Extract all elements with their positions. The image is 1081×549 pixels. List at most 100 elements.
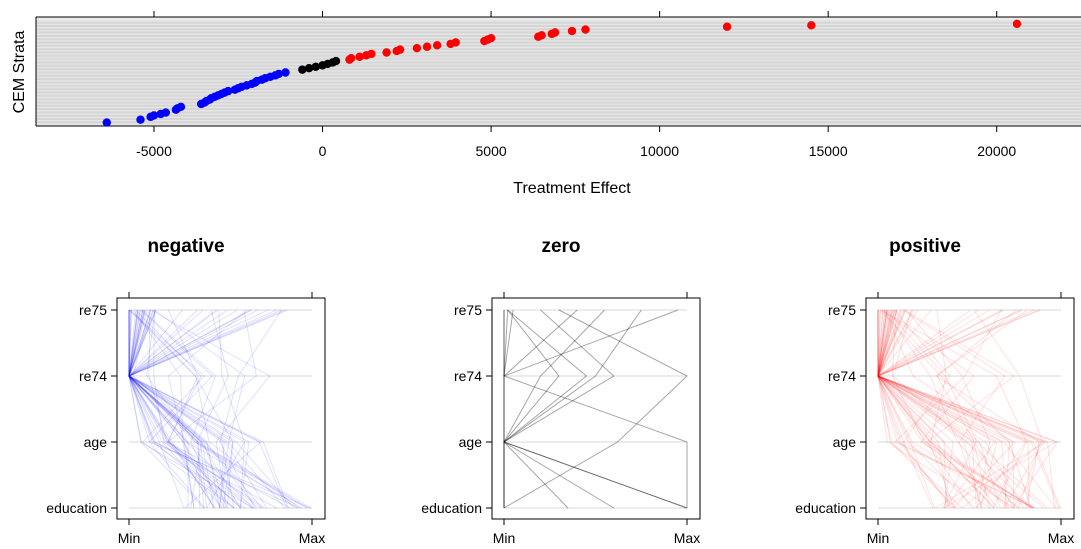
y-tick-label: age [833,434,857,450]
data-point [432,41,442,50]
profile-line [166,309,291,509]
profile-line [503,309,560,508]
profile-line [128,309,225,509]
profile-line [128,309,286,509]
profile-line [146,309,307,509]
profile-line [128,309,277,509]
profile-line [196,309,309,509]
profile-line [877,309,1005,509]
profile-line [877,309,935,509]
profile-line [128,309,298,509]
profile-line [128,309,268,509]
profile-line [128,309,185,509]
data-point [298,65,307,74]
profile-line [877,309,998,509]
data-point [136,115,145,124]
profile-line [877,309,1011,509]
profile-line [877,309,977,509]
y-tick-label: re74 [828,368,856,384]
x-tick-label: 20000 [977,143,1016,159]
data-point [311,62,320,71]
profile-line [876,309,1030,509]
strata-plot: -5000 0 5000 10000 15000 20000 Treatment Effe… [11,11,1081,197]
x-tick-label: 5000 [476,143,507,159]
profile-line [877,309,996,509]
data-point [274,69,283,79]
profile-line [936,309,1017,509]
profile-line [503,309,688,509]
profile-line [128,309,255,509]
profile-line [930,309,1034,509]
profile-line [877,309,1009,509]
data-point [1012,19,1022,29]
profile-line [130,309,300,509]
profile-line [876,309,1016,509]
profile-line [219,309,283,509]
y-tick-label: education [421,500,482,516]
profile-line [128,309,189,509]
data-point [567,26,577,36]
profile-line [877,309,1021,509]
profile-line [881,309,1035,509]
profile-line [880,309,1032,509]
data-point [223,86,233,96]
y-tick-label: education [795,500,856,516]
x-tick-label: 10000 [640,143,679,159]
profile-line [140,309,213,509]
profile-line [128,309,227,509]
data-point [550,28,560,37]
data-point [412,43,422,53]
profile-line [128,309,295,509]
profile-line [128,309,246,509]
profile-line [877,309,982,509]
data-point [422,42,432,51]
profile-line [128,309,238,509]
profile-line [128,309,207,509]
profile-line [877,309,1040,509]
profile-line [128,309,269,509]
profile-line [135,309,265,509]
panel-title-zero: zero [541,236,580,257]
profile-line [891,309,1036,509]
profile-line [877,309,1024,509]
profile-line [502,309,688,509]
profile-line [128,309,289,509]
profile-line [877,309,955,509]
profile-line [153,309,252,509]
profile-line [132,309,195,509]
profile-line [935,309,1040,509]
panel-negative: negative re75 re74 age education Min Max [46,236,326,546]
data-point [176,102,186,112]
profile-line [128,309,246,509]
x-tick-label: -5000 [136,143,172,159]
profile-line [128,309,263,509]
x-tick-label: Max [1048,530,1074,546]
profile-line [876,309,1022,509]
profile-line [877,309,996,509]
x-tick-label: Max [299,530,325,546]
data-point [537,31,546,40]
panel-frame [116,297,326,520]
profile-line [877,309,1001,509]
profile-line [127,309,288,509]
profile-line [128,309,235,509]
x-tick-label: Min [493,530,516,546]
data-point [367,49,376,59]
profile-line [877,309,1041,509]
profile-line [127,309,262,509]
profile-line [128,309,234,509]
profile-line [502,309,688,508]
y-tick-label: age [459,434,483,450]
profile-line [128,309,277,509]
panel-title-negative: negative [147,236,224,257]
profile-line [128,309,234,509]
data-point [486,33,496,43]
y-tick-label: re75 [454,302,482,318]
x-tick-label: Max [674,530,700,546]
profile-line [154,309,246,509]
x-tick-label: Min [867,530,890,546]
profile-line [877,309,1045,509]
profile-line [877,309,947,509]
y-tick-label: re74 [79,368,107,384]
